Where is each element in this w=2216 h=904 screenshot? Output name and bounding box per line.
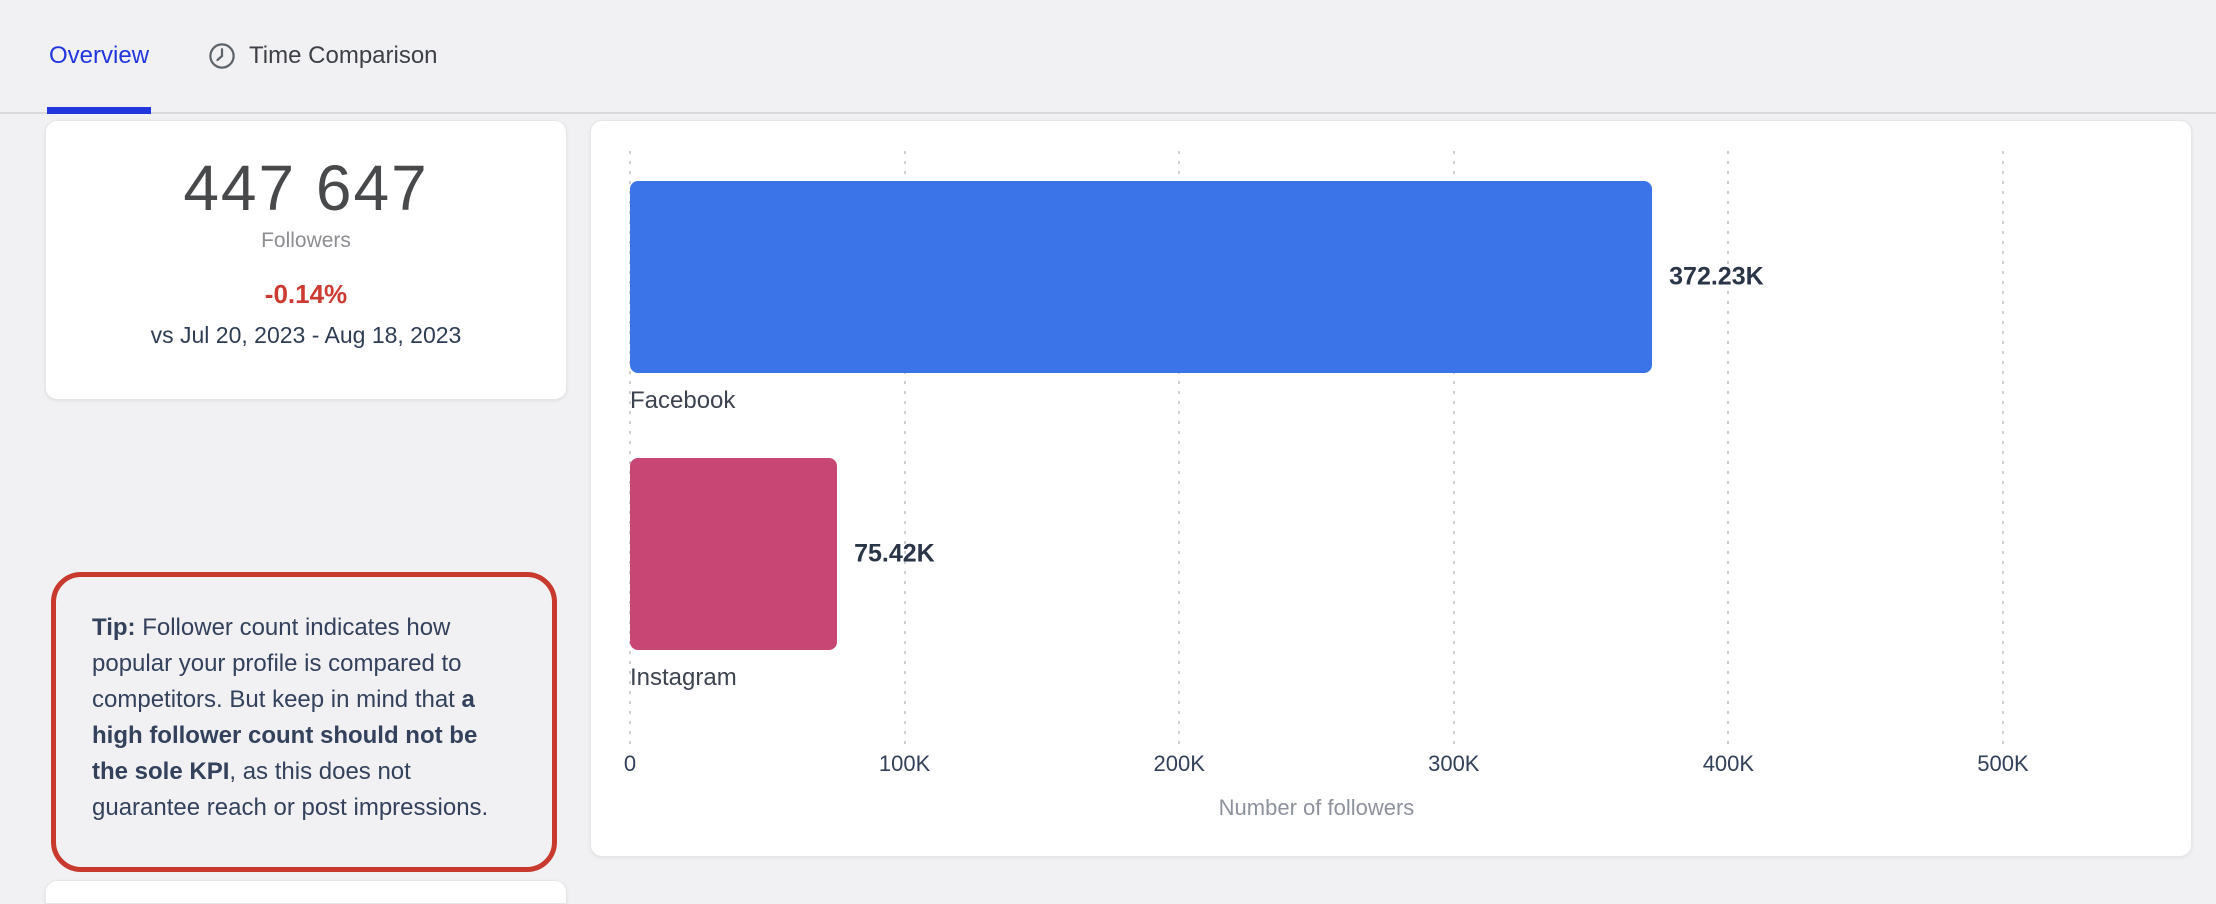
followers-count-label: Followers bbox=[261, 229, 351, 252]
x-tick-label: 200K bbox=[1153, 751, 1205, 776]
next-card-partial bbox=[45, 880, 567, 904]
gridline bbox=[629, 151, 631, 751]
tab-bar: Overview Time Comparison bbox=[0, 0, 2216, 114]
followers-count: 447 647 bbox=[183, 152, 429, 224]
followers-bar-chart-card: 0 100K 200K 300K 400K 500K 372.23K Facebook 75.4… bbox=[590, 120, 2192, 857]
x-tick-label: 300K bbox=[1428, 751, 1480, 776]
bar-facebook[interactable] bbox=[630, 181, 1653, 373]
comparison-period-label: vs Jul 20, 2023 - Aug 18, 2023 bbox=[150, 322, 462, 348]
bar-value-label: 372.23K bbox=[1669, 262, 1764, 291]
x-tick-label: 0 bbox=[623, 751, 637, 776]
clock-icon bbox=[207, 41, 237, 71]
x-tick-label: 500K bbox=[1977, 751, 2029, 776]
bar-category-label: Instagram bbox=[630, 664, 737, 691]
gridline bbox=[1727, 151, 1730, 751]
bar-instagram[interactable] bbox=[630, 458, 838, 650]
tip-box: Tip: Follower count indicates how popula… bbox=[51, 572, 557, 872]
gridline bbox=[1178, 151, 1181, 751]
tab-overview-label: Overview bbox=[49, 42, 150, 69]
tab-overview[interactable]: Overview bbox=[46, 0, 152, 114]
gridline bbox=[2002, 151, 2004, 751]
tab-time-comparison-label: Time Comparison bbox=[249, 42, 438, 69]
followers-change-badge: -0.14% bbox=[264, 279, 348, 309]
gridline bbox=[1452, 151, 1455, 751]
x-tick-label: 100K bbox=[878, 751, 931, 776]
bar-category-label: Facebook bbox=[630, 387, 736, 414]
x-axis-label: Number of followers bbox=[1218, 795, 1415, 820]
x-tick-label: 400K bbox=[1702, 751, 1755, 776]
tab-time-comparison[interactable]: Time Comparison bbox=[207, 0, 438, 112]
followers-kpi-card: 447 647 Followers -0.14% vs Jul 20, 2023… bbox=[45, 120, 567, 400]
gridline bbox=[903, 151, 906, 751]
bar-value-label: 75.42K bbox=[854, 539, 935, 568]
tip-text: Tip: Follower count indicates how popula… bbox=[92, 614, 489, 821]
